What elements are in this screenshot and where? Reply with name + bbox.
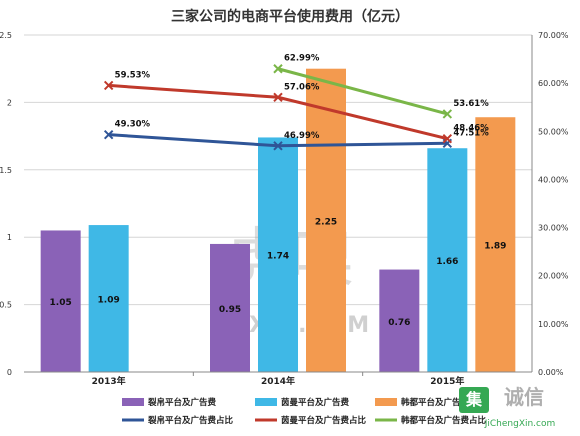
logo-mark	[459, 387, 489, 413]
legend-label: 韩都平台及广告费	[401, 397, 470, 408]
line-marker	[273, 141, 283, 151]
legend-swatch	[375, 398, 397, 406]
x-tick-label: 2015年	[430, 375, 464, 387]
bar	[379, 269, 420, 372]
bar-layer: 1.05 0.95 0.76 1.09 1.74 1.66 2.25 1.89	[40, 68, 516, 372]
y-tick-label: 0	[7, 368, 12, 377]
line-marker	[442, 133, 453, 144]
bar-value-label: 1.89	[484, 242, 506, 252]
bar-value-label: 0.95	[219, 305, 241, 315]
corner-logo: 集 诚信 JiChengXin.com	[459, 385, 555, 429]
line-marker	[273, 92, 283, 103]
y2-tick-label: 30.00%	[538, 224, 569, 233]
legend-label: 裂帛平台及广告费	[147, 397, 217, 408]
line-value-label: 48.46%	[453, 124, 489, 134]
logo-text: 诚信	[504, 385, 544, 409]
line-layer: 49.30% 46.99% 47.51% 59.53% 57.06% 48.46% 62.9…	[103, 54, 489, 151]
line-marker	[273, 64, 283, 74]
line-value-label: 59.53%	[115, 70, 151, 80]
logo-char: 集	[465, 390, 483, 409]
y-tick-label: 2	[7, 98, 12, 107]
x-tick-label: 2013年	[92, 375, 126, 387]
bar-value-label: 2.25	[315, 217, 337, 227]
bar	[475, 117, 516, 372]
y2-tick-label: 0.00%	[538, 368, 564, 377]
bar-value-label: 1.09	[98, 296, 120, 306]
bar	[258, 137, 298, 372]
y2-tick-label: 50.00%	[538, 127, 569, 136]
line-marker	[103, 129, 114, 140]
line-series	[277, 67, 448, 116]
y-tick-label: 1	[7, 233, 12, 242]
legend-label: 茵曼平台及广告费占比	[281, 415, 367, 426]
axes: 0 0.5 1 1.5 2 2.5 0.00% 10.00% 20.00% 30.00% 40.00…	[0, 31, 569, 387]
line-value-label: 49.30%	[115, 120, 151, 130]
y-tick-label: 1.5	[0, 166, 12, 175]
y2-tick-label: 60.00%	[538, 79, 569, 88]
line-value-label: 57.06%	[284, 82, 320, 92]
y2-tick-label: 20.00%	[538, 272, 569, 281]
bar-value-label: 1.74	[267, 252, 289, 262]
bar-value-label: 0.76	[388, 318, 410, 328]
logo-url: JiChengXin.com	[484, 419, 556, 429]
legend-label: 韩都平台及广告费占比	[401, 415, 487, 426]
bar-value-label: 1.66	[436, 257, 458, 267]
line-value-label: 46.99%	[284, 131, 320, 141]
line-value-label: 47.51%	[453, 128, 489, 138]
legend-swatch	[255, 398, 277, 406]
bar-value-label: 1.05	[50, 298, 72, 308]
line-value-label: 62.99%	[284, 54, 320, 64]
y-tick-label: 2.5	[0, 31, 12, 40]
legend-label: 裂帛平台及广告费占比	[147, 415, 234, 426]
bar	[427, 148, 468, 372]
y2-tick-label: 10.00%	[538, 320, 569, 329]
chart-title: 三家公司的电商平台使用费用（亿元）	[171, 8, 409, 25]
y-tick-label: 0.5	[0, 301, 12, 310]
y2-tick-label: 40.00%	[538, 175, 569, 184]
bar	[88, 225, 129, 372]
bar	[306, 68, 346, 372]
line-marker	[103, 80, 114, 91]
bar	[40, 230, 81, 372]
y2-tick-label: 70.00%	[538, 31, 569, 40]
bar	[210, 243, 250, 372]
line-series	[108, 83, 448, 141]
legend-label: 茵曼平台及广告费	[281, 397, 350, 408]
x-tick-label: 2014年	[261, 375, 295, 387]
legend-swatch	[122, 398, 144, 406]
line-value-label: 53.61%	[453, 99, 489, 109]
line-marker	[442, 109, 453, 119]
